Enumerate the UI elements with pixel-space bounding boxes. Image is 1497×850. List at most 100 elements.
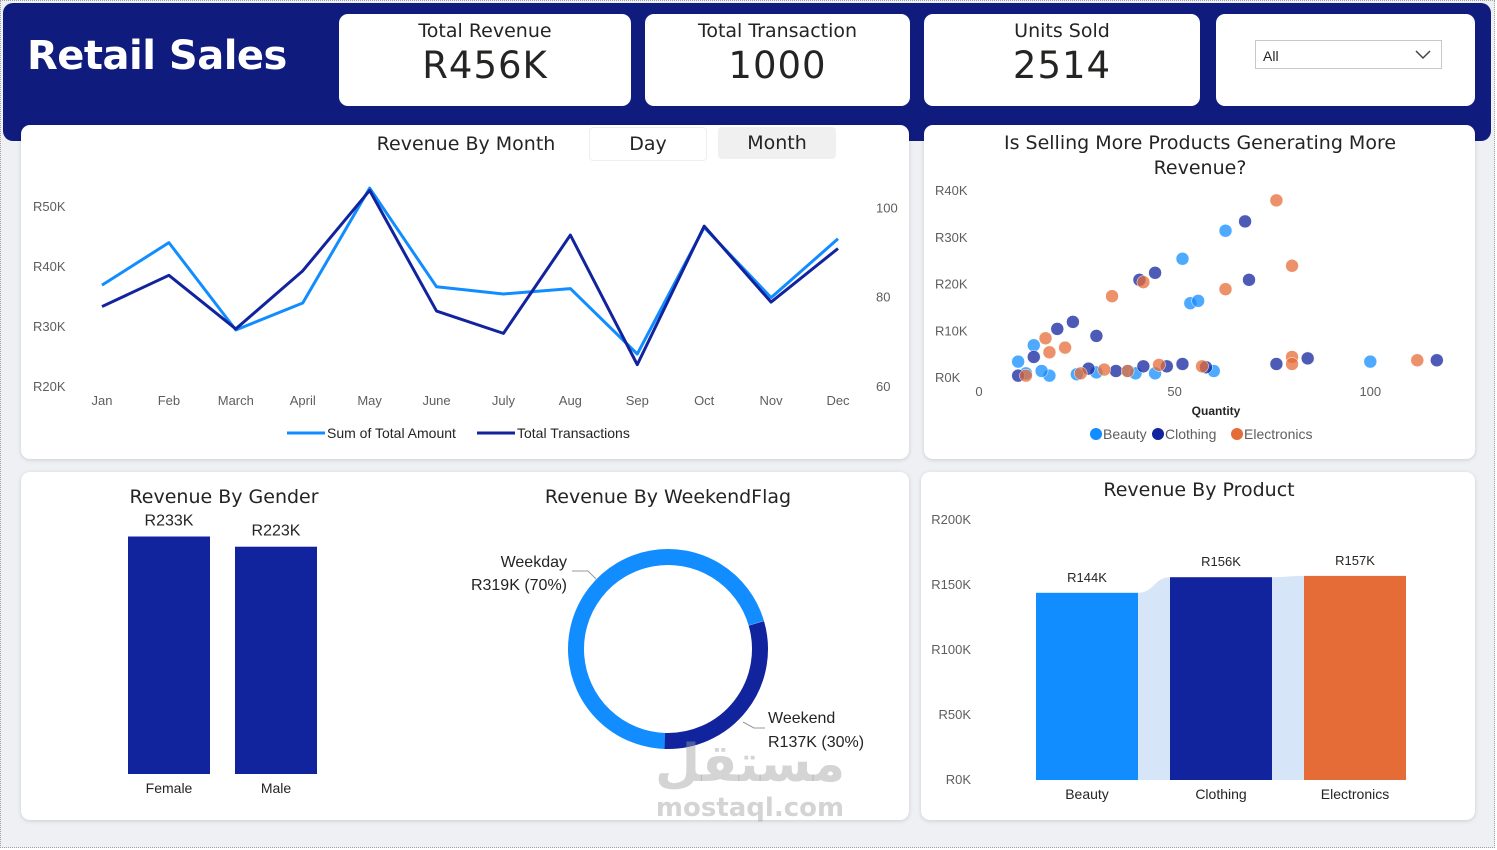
chevron-down-icon	[1415, 50, 1431, 60]
category-dropdown[interactable]: All	[1255, 40, 1442, 69]
gender-bar-male	[235, 546, 317, 774]
product-bar-electronics	[1304, 575, 1406, 780]
scatter-point-electronics	[1042, 345, 1057, 360]
x-tick-label: June	[422, 393, 450, 408]
legend-marker	[1090, 428, 1102, 440]
y-tick-label: R40K	[33, 259, 66, 274]
scatter-point-electronics	[1120, 364, 1135, 378]
scatter-point-beauty	[1218, 223, 1233, 238]
slice-label-name: Weekday	[501, 554, 567, 571]
bar-data-label: R157K	[1335, 553, 1375, 568]
product-bar-clothing	[1170, 577, 1272, 780]
revenue-by-product-card: Revenue By Product R0K R50K R100K R150K R200K…	[921, 472, 1475, 820]
y-tick-label: R30K	[33, 319, 66, 334]
ribbon-connector	[1138, 577, 1170, 780]
scatter-point-beauty	[1191, 294, 1205, 308]
product-bar-beauty	[1036, 592, 1138, 780]
scatter-point-clothing	[1109, 364, 1123, 378]
series-line-1	[101, 186, 839, 356]
scatter-point-electronics	[1073, 366, 1088, 381]
legend-label: Beauty	[1103, 426, 1147, 442]
month-toggle-button[interactable]: Month	[718, 127, 836, 159]
legend-label: Electronics	[1244, 426, 1312, 442]
scatter-point-electronics	[1058, 340, 1072, 355]
scatter-point-electronics	[1152, 358, 1166, 372]
scatter-point-clothing	[1269, 357, 1284, 371]
x-tick-label: Female	[146, 780, 193, 796]
gender-chart-title: Revenue By Gender	[129, 486, 318, 508]
x-tick-label: May	[357, 393, 382, 408]
slice-label-name: Weekend	[768, 710, 835, 727]
scatter-point-clothing	[1027, 350, 1041, 364]
scatter-point-electronics	[1097, 362, 1111, 377]
y2-tick-label: 60	[876, 379, 890, 394]
x-tick-label: Feb	[158, 393, 180, 408]
scatter-point-electronics	[1136, 275, 1151, 289]
donut-slice-weekend	[664, 621, 768, 749]
category-slicer: All	[1216, 14, 1475, 106]
revenue-by-product-chart: Revenue By Product R0K R50K R100K R150K R200K…	[931, 479, 1406, 802]
kpi-total-revenue: Total Revenue R456K	[339, 14, 631, 106]
gender-weekend-chart: Revenue By Gender R233K Female R223K Male Rev…	[128, 486, 864, 796]
kpi-units-sold: Units Sold 2514	[924, 14, 1200, 106]
y2-tick-label: 80	[876, 290, 890, 305]
chart-title: Is Selling More Products Generating More	[1004, 132, 1396, 154]
series-line-2	[101, 188, 839, 367]
kpi-total-transaction: Total Transaction 1000	[645, 14, 910, 106]
x-axis-label: Quantity	[1192, 404, 1241, 418]
legend-label: Clothing	[1165, 426, 1216, 442]
ribbon-connector	[1272, 575, 1304, 780]
scatter-point-electronics	[1105, 289, 1119, 303]
x-tick-label: July	[492, 393, 516, 408]
bar-data-label: R144K	[1067, 570, 1107, 585]
y-tick-label: R40K	[935, 183, 968, 198]
kpi-label: Total Transaction	[697, 20, 858, 42]
scatter-point-electronics	[1019, 368, 1033, 383]
y2-tick-label: 100	[876, 200, 898, 215]
scatter-point-clothing	[1238, 214, 1252, 229]
page-title: Retail Sales	[27, 33, 287, 79]
x-tick-label: 0	[975, 384, 982, 399]
kpi-label: Units Sold	[1014, 20, 1110, 42]
chart-title: Revenue By Product	[1103, 479, 1294, 501]
kpi-label: Total Revenue	[418, 20, 552, 42]
scatter-point-beauty	[1175, 252, 1190, 266]
x-tick-label: Clothing	[1195, 786, 1246, 802]
scatter-point-electronics	[1285, 357, 1299, 371]
scatter-point-electronics	[1218, 282, 1233, 296]
scatter-point-clothing	[1242, 273, 1256, 287]
scatter-point-electronics	[1269, 193, 1284, 208]
selling-vs-revenue-chart: Is Selling More Products Generating More…	[935, 132, 1444, 442]
leader-line	[572, 570, 597, 580]
kpi-value: R456K	[422, 44, 548, 87]
slice-label-value: R137K (30%)	[768, 734, 864, 751]
x-tick-label: Dec	[826, 393, 850, 408]
x-tick-label: Jan	[92, 393, 113, 408]
scatter-point-electronics	[1195, 359, 1209, 374]
x-tick-label: Oct	[694, 393, 715, 408]
y-tick-label: R200K	[931, 512, 971, 527]
scatter-point-electronics	[1038, 331, 1053, 346]
x-tick-label: April	[290, 393, 316, 408]
leader-line	[742, 721, 765, 729]
x-tick-label: 50	[1167, 384, 1181, 399]
scatter-point-electronics	[1285, 259, 1299, 273]
scatter-point-beauty	[1011, 354, 1025, 369]
legend-label: Total Transactions	[517, 425, 630, 441]
x-tick-label: Electronics	[1321, 786, 1389, 802]
gender-bar-female	[128, 536, 210, 774]
scatter-point-clothing	[1148, 266, 1162, 280]
y-tick-label: R0K	[946, 772, 972, 787]
x-tick-label: Male	[261, 780, 292, 796]
legend-marker	[1231, 428, 1243, 440]
slice-label-value: R319K (70%)	[471, 577, 567, 594]
scatter-point-beauty	[1034, 364, 1049, 378]
scatter-point-electronics	[1410, 353, 1425, 367]
bar-data-label: R233K	[145, 513, 194, 530]
scatter-point-clothing	[1175, 357, 1190, 371]
bar-data-label: R156K	[1201, 554, 1241, 569]
y-tick-label: R0K	[935, 370, 961, 385]
day-toggle-button[interactable]: Day	[589, 127, 707, 161]
y-tick-label: R10K	[935, 323, 968, 338]
x-tick-label: Aug	[559, 393, 582, 408]
